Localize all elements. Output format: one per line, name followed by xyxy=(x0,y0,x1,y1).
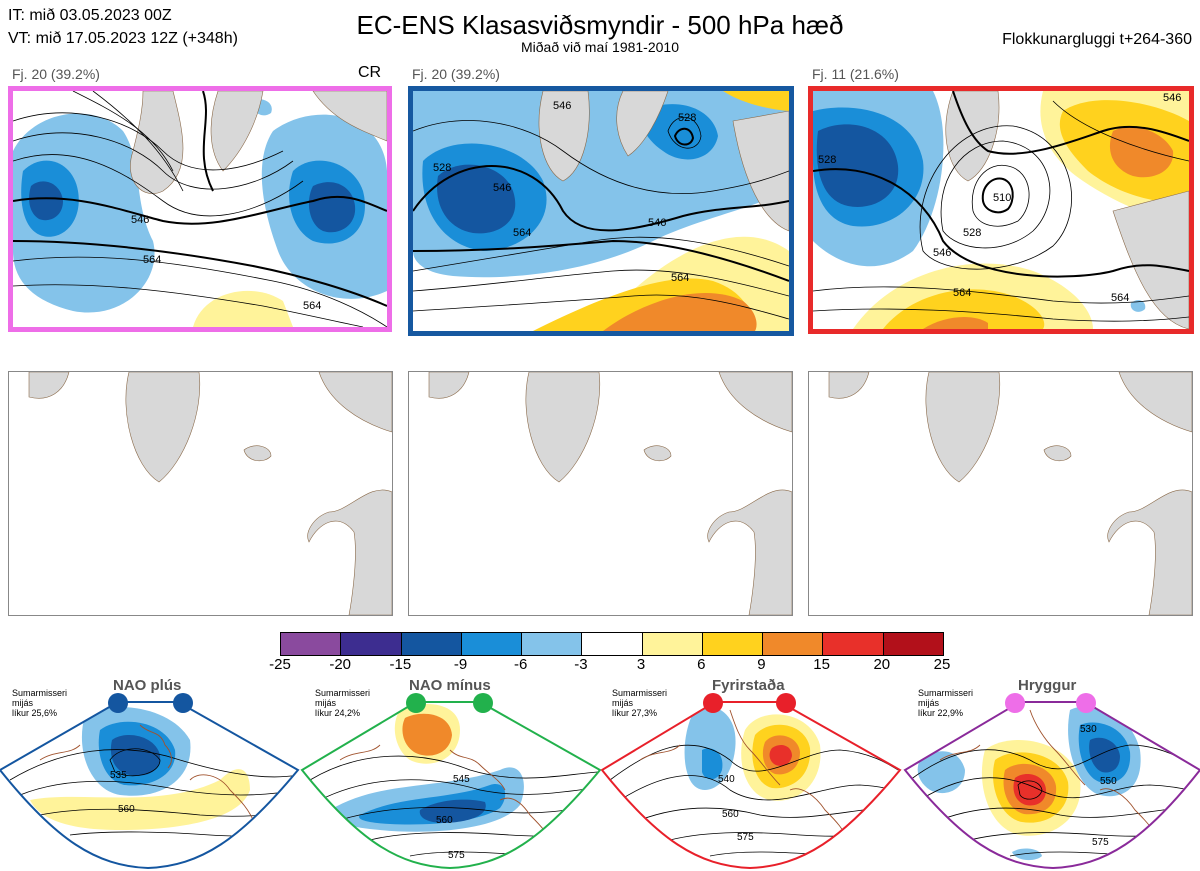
colorbar-cell xyxy=(521,633,582,655)
colorbar-cell xyxy=(762,633,823,655)
regime-1-name: NAO plús xyxy=(113,677,182,694)
contour-label: 546 xyxy=(933,247,951,259)
regime-contour-label: 575 xyxy=(737,832,754,843)
regime-contour-label: 575 xyxy=(1092,837,1109,848)
contour-label: 546 xyxy=(131,214,149,226)
colorbar-cell xyxy=(882,633,943,655)
regime-4-name: Hryggur xyxy=(1018,677,1077,694)
page-subtitle: Miðað við maí 1981-2010 xyxy=(521,39,679,55)
colorbar-tick-label: 15 xyxy=(813,656,830,673)
clustering-window: Flokkunargluggi t+264-360 xyxy=(1002,31,1192,48)
regime-2-note: Sumarmisseri mijás líkur 24,2% xyxy=(315,688,371,718)
colorbar-tick-label: -3 xyxy=(574,656,588,673)
regime-contour-label: 530 xyxy=(1080,724,1097,735)
regime-1-note: Sumarmisseri mijás líkur 25,6% xyxy=(12,688,68,718)
regime-contour-label: 540 xyxy=(718,774,735,785)
contour-label: 564 xyxy=(303,300,321,312)
regime-contour-label: 560 xyxy=(722,809,739,820)
colorbar-cell xyxy=(400,633,461,655)
cluster-2-label: Fj. 20 (39.2%) xyxy=(412,66,500,82)
contour-label: 546 xyxy=(493,182,511,194)
contour-label: 564 xyxy=(671,272,689,284)
colorbar-tick-label: -9 xyxy=(453,656,468,673)
regime-maps: 535 560 54 xyxy=(0,693,1200,870)
colorbar-tick-label: 9 xyxy=(757,656,766,673)
colorbar-tick-label: 3 xyxy=(636,656,646,673)
header-times: IT: mið 03.05.2023 00Z VT: mið 17.05.202… xyxy=(8,4,238,50)
colorbar-tick-label: 6 xyxy=(697,656,706,673)
cluster-1-tag: CR xyxy=(358,64,382,81)
contour-label: 510 xyxy=(993,192,1011,204)
colorbar-cell xyxy=(281,633,341,655)
regime-4-map: 530 550 575 xyxy=(903,693,1200,870)
regime-contour-label: 560 xyxy=(118,804,135,815)
regime-contour-label: 550 xyxy=(1100,776,1117,787)
contour-label: 528 xyxy=(963,227,981,239)
colorbar-cell xyxy=(822,633,883,655)
contour-label: 546 xyxy=(553,100,571,112)
contour-label: 528 xyxy=(818,154,836,166)
contour-label: 564 xyxy=(953,287,971,299)
cluster-1-map: 546 564 564 xyxy=(8,86,392,332)
cluster-1-label: Fj. 20 (39.2%) xyxy=(12,66,100,82)
regime-contour-label: 545 xyxy=(453,774,470,785)
regime-contour-label: 560 xyxy=(436,815,453,826)
base-map-3 xyxy=(808,371,1193,616)
colorbar-tick-label: -15 xyxy=(389,656,412,673)
colorbar-tick-label: -25 xyxy=(269,656,291,673)
colorbar-tick-label: -20 xyxy=(329,656,352,673)
cluster-2-map: 528 546 528 546 564 546 564 xyxy=(408,86,794,336)
regime-contour-label: 535 xyxy=(110,770,127,781)
page-title: EC-ENS Klasasviðsmyndir - 500 hPa hæð xyxy=(356,10,844,40)
contour-label: 564 xyxy=(143,254,161,266)
regime-4-note: Sumarmisseri mijás líkur 22,9% xyxy=(918,688,974,718)
regime-3-map: 540 560 575 xyxy=(600,693,902,870)
colorbar-cell xyxy=(641,633,702,655)
contour-label: 564 xyxy=(513,227,531,239)
regime-contour-label: 575 xyxy=(448,850,465,861)
colorbar-tick-label: -6 xyxy=(514,656,528,673)
regime-3-note: Sumarmisseri mijás líkur 27,3% xyxy=(612,688,668,718)
colorbar xyxy=(280,632,944,656)
cluster-3-map: 528 510 528 546 564 546 564 xyxy=(808,86,1194,334)
colorbar-ticks: -25 -20 -15 -9 -6 -3 3 6 9 15 20 25 xyxy=(269,656,950,674)
base-map-2 xyxy=(408,371,793,616)
colorbar-tick-label: 20 xyxy=(873,656,891,673)
contour-label: 528 xyxy=(433,162,451,174)
base-map-1 xyxy=(8,371,393,616)
valid-time: VT: mið 17.05.2023 12Z (+348h) xyxy=(8,30,238,47)
colorbar-tick-label: 25 xyxy=(933,656,951,673)
colorbar-cell xyxy=(460,633,522,655)
regime-3-name: Fyrirstaða xyxy=(712,677,785,694)
colorbar-cell xyxy=(581,633,642,655)
cluster-3-label: Fj. 11 (21.6%) xyxy=(812,66,899,82)
init-time: IT: mið 03.05.2023 00Z xyxy=(8,7,172,24)
regime-2-name: NAO mínus xyxy=(409,677,491,694)
regime-2-map: 545 560 575 xyxy=(300,693,602,870)
contour-label: 528 xyxy=(678,112,696,124)
colorbar-cell xyxy=(701,633,763,655)
colorbar-cell xyxy=(340,633,401,655)
contour-label: 546 xyxy=(1163,92,1181,104)
regime-1-map: 535 560 xyxy=(0,693,300,870)
contour-label: 546 xyxy=(648,217,666,229)
contour-label: 564 xyxy=(1111,292,1129,304)
